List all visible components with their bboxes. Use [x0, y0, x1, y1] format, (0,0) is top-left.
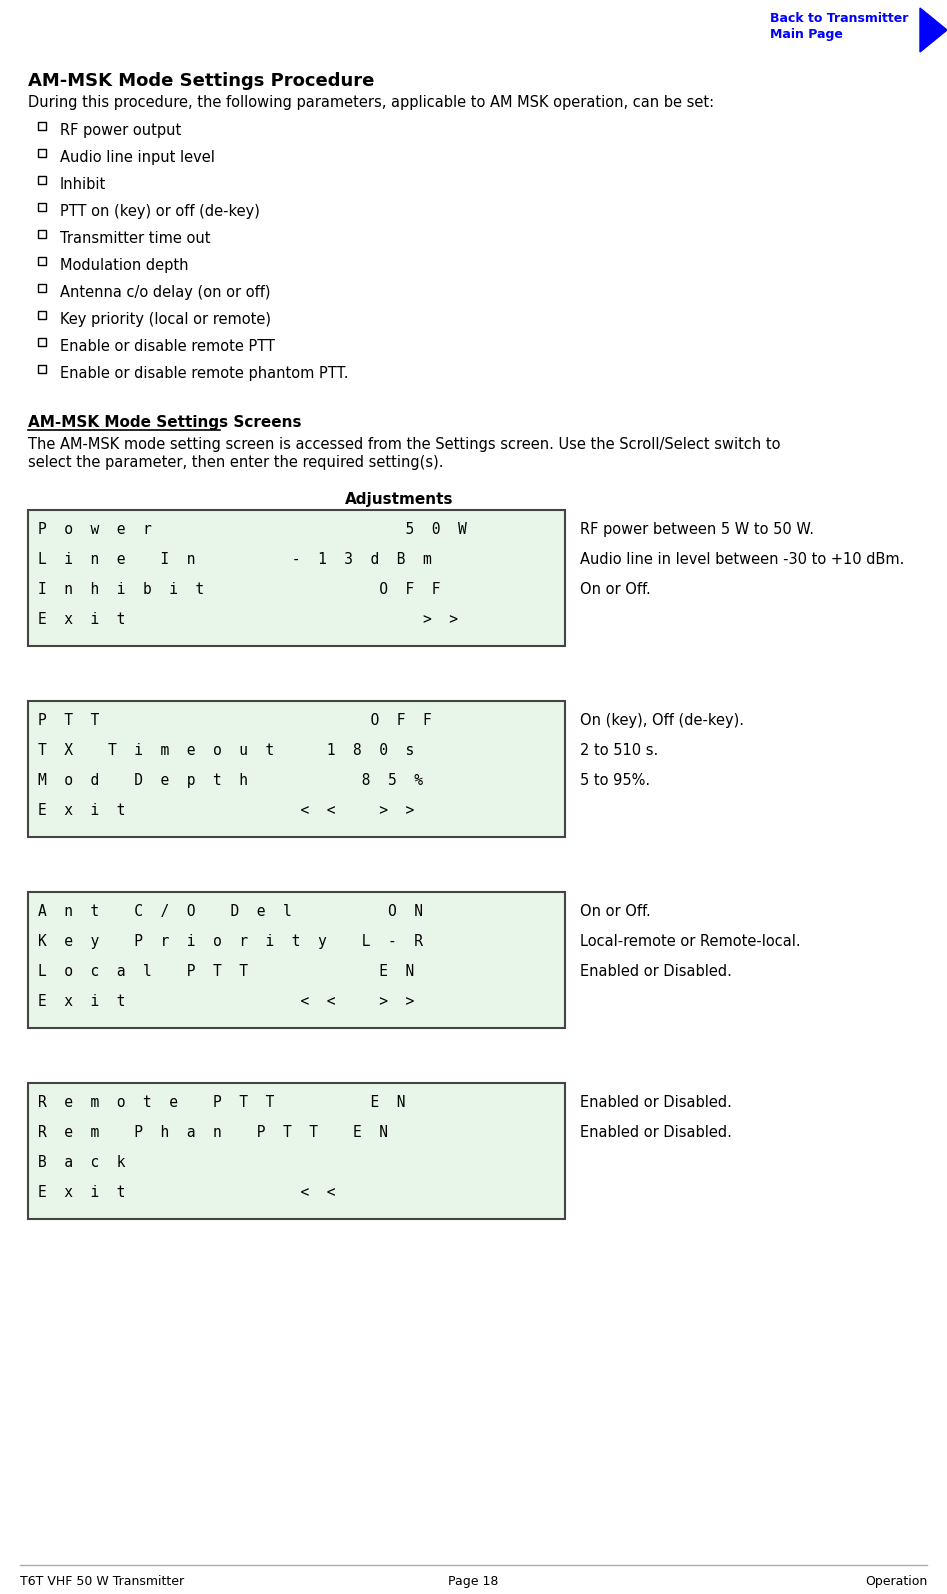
Text: A  n  t    C  /  O    D  e  l           O  N: A n t C / O D e l O N	[38, 904, 423, 920]
Text: E  x  i  t                    <  <     >  >: E x i t < < > >	[38, 995, 414, 1009]
Text: Local-remote or Remote-local.: Local-remote or Remote-local.	[580, 934, 800, 948]
Text: L  o  c  a  l    P  T  T               E  N: L o c a l P T T E N	[38, 964, 414, 979]
Bar	[38, 311, 46, 319]
Bar	[38, 230, 46, 238]
Text: T  X    T  i  m  e  o  u  t      1  8  0  s: T X T i m e o u t 1 8 0 s	[38, 743, 414, 759]
Bar	[38, 257, 46, 265]
Text: PTT on (key) or off (de-key): PTT on (key) or off (de-key)	[60, 204, 259, 218]
Text: The AM-MSK mode setting screen is accessed from the Settings screen. Use the Scr: The AM-MSK mode setting screen is access…	[28, 437, 780, 453]
Text: On or Off.: On or Off.	[580, 582, 651, 598]
Bar	[38, 148, 46, 156]
Text: Main Page: Main Page	[770, 29, 843, 41]
Text: Antenna c/o delay (on or off): Antenna c/o delay (on or off)	[60, 285, 271, 300]
Text: Enabled or Disabled.: Enabled or Disabled.	[580, 1125, 732, 1140]
Text: Page 18: Page 18	[448, 1575, 499, 1588]
FancyBboxPatch shape	[28, 701, 565, 837]
Text: E  x  i  t                    <  <: E x i t < <	[38, 1184, 335, 1200]
Bar	[38, 123, 46, 131]
Text: P  T  T                               O  F  F: P T T O F F	[38, 713, 432, 728]
Text: During this procedure, the following parameters, applicable to AM MSK operation,: During this procedure, the following par…	[28, 96, 714, 110]
Text: Key priority (local or remote): Key priority (local or remote)	[60, 312, 271, 327]
Text: B  a  c  k: B a c k	[38, 1156, 126, 1170]
Text: Operation: Operation	[865, 1575, 927, 1588]
Text: L  i  n  e    I  n           -  1  3  d  B  m: L i n e I n - 1 3 d B m	[38, 552, 432, 567]
Text: RF power between 5 W to 50 W.: RF power between 5 W to 50 W.	[580, 521, 814, 537]
Text: RF power output: RF power output	[60, 123, 181, 139]
Text: Enable or disable remote PTT: Enable or disable remote PTT	[60, 340, 275, 354]
Text: Enable or disable remote phantom PTT.: Enable or disable remote phantom PTT.	[60, 367, 348, 381]
Text: E  x  i  t                    <  <     >  >: E x i t < < > >	[38, 803, 414, 818]
Text: Enabled or Disabled.: Enabled or Disabled.	[580, 1095, 732, 1109]
Text: M  o  d    D  e  p  t  h             8  5  %: M o d D e p t h 8 5 %	[38, 773, 423, 787]
Text: AM-MSK Mode Settings Procedure: AM-MSK Mode Settings Procedure	[28, 72, 374, 89]
Text: E  x  i  t                                  >  >: E x i t > >	[38, 612, 458, 626]
Text: K  e  y    P  r  i  o  r  i  t  y    L  -  R: K e y P r i o r i t y L - R	[38, 934, 423, 948]
Text: P  o  w  e  r                             5  0  W: P o w e r 5 0 W	[38, 521, 467, 537]
Text: Audio line input level: Audio line input level	[60, 150, 215, 166]
Text: AM-MSK Mode Settings Screens: AM-MSK Mode Settings Screens	[28, 414, 301, 430]
FancyBboxPatch shape	[28, 893, 565, 1028]
Text: Adjustments: Adjustments	[345, 493, 454, 507]
Text: Transmitter time out: Transmitter time out	[60, 231, 210, 245]
Text: I  n  h  i  b  i  t                    O  F  F: I n h i b i t O F F	[38, 582, 440, 598]
Text: Back to Transmitter: Back to Transmitter	[770, 13, 908, 26]
Text: T6T VHF 50 W Transmitter: T6T VHF 50 W Transmitter	[20, 1575, 184, 1588]
Text: On or Off.: On or Off.	[580, 904, 651, 920]
Text: R  e  m  o  t  e    P  T  T           E  N: R e m o t e P T T E N	[38, 1095, 405, 1109]
Text: select the parameter, then enter the required setting(s).: select the parameter, then enter the req…	[28, 454, 443, 470]
Bar	[38, 365, 46, 373]
Bar	[38, 284, 46, 292]
Text: R  e  m    P  h  a  n    P  T  T    E  N: R e m P h a n P T T E N	[38, 1125, 388, 1140]
Text: 2 to 510 s.: 2 to 510 s.	[580, 743, 658, 759]
FancyBboxPatch shape	[28, 510, 565, 646]
Text: Modulation depth: Modulation depth	[60, 258, 188, 273]
FancyBboxPatch shape	[28, 1082, 565, 1219]
Text: On (key), Off (de-key).: On (key), Off (de-key).	[580, 713, 744, 728]
Bar	[38, 175, 46, 183]
Polygon shape	[920, 8, 947, 53]
Text: 5 to 95%.: 5 to 95%.	[580, 773, 651, 787]
Text: Inhibit: Inhibit	[60, 177, 106, 191]
Text: Audio line in level between -30 to +10 dBm.: Audio line in level between -30 to +10 d…	[580, 552, 904, 567]
Bar	[38, 338, 46, 346]
Text: Enabled or Disabled.: Enabled or Disabled.	[580, 964, 732, 979]
Bar	[38, 202, 46, 210]
